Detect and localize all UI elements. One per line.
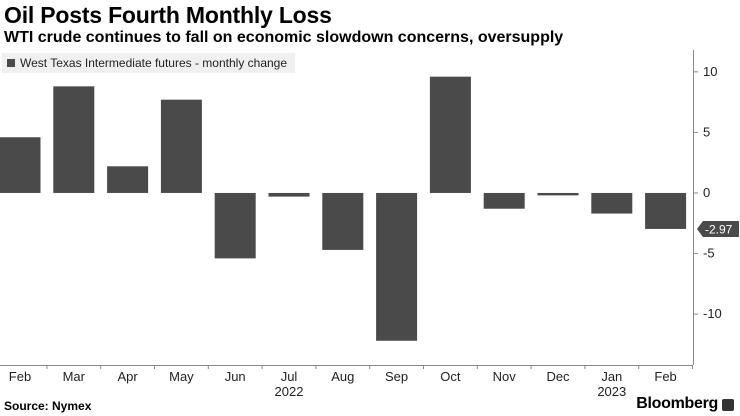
bar-7 — [376, 192, 418, 341]
last-value-label: -2.97 — [705, 222, 733, 236]
chart-subtitle: WTI crude continues to fall on economic … — [4, 29, 564, 46]
bloomberg-logo-icon — [722, 399, 734, 411]
y-tick-label-0: 10 — [703, 64, 717, 79]
year-label-0: 2022 — [275, 384, 304, 399]
bar-4 — [214, 192, 256, 259]
y-tick-label-3: -5 — [703, 246, 715, 261]
y-tick-label-2: 0 — [703, 185, 710, 200]
x-tick-label-12: Feb — [654, 369, 676, 384]
bar-6 — [322, 192, 364, 250]
chart-title: Oil Posts Fourth Monthly Loss — [4, 2, 332, 28]
x-tick-label-4: Jun — [225, 369, 246, 384]
bar-0 — [0, 137, 41, 193]
x-tick-label-8: Oct — [440, 369, 461, 384]
legend-label: West Texas Intermediate futures - monthl… — [20, 56, 288, 70]
x-tick-label-3: May — [169, 369, 194, 384]
bar-10 — [537, 192, 579, 196]
bar-2 — [107, 166, 149, 193]
bar-1 — [53, 86, 95, 193]
source-note: Source: Nymex — [4, 399, 92, 413]
x-tick-label-6: Aug — [331, 369, 354, 384]
bar-9 — [483, 192, 525, 209]
x-tick-label-10: Dec — [546, 369, 570, 384]
x-tick-label-11: Jan — [601, 369, 622, 384]
x-tick-label-5: Jul — [281, 369, 298, 384]
legend: West Texas Intermediate futures - monthl… — [2, 53, 296, 73]
y-tick-label-1: 5 — [703, 124, 710, 139]
bar-5 — [268, 192, 310, 197]
x-tick-label-2: Apr — [117, 369, 138, 384]
bar-8 — [429, 76, 471, 193]
x-tick-label-9: Nov — [493, 369, 517, 384]
x-tick-label-7: Sep — [385, 369, 408, 384]
year-label-1: 2023 — [597, 384, 626, 399]
x-tick-label-1: Mar — [63, 369, 86, 384]
brand-name: Bloomberg — [636, 395, 718, 412]
bar-12 — [645, 192, 687, 229]
x-tick-label-0: Feb — [9, 369, 31, 384]
bar-3 — [160, 99, 202, 193]
y-tick-label-4: -10 — [703, 306, 722, 321]
bar-11 — [591, 192, 633, 214]
legend-swatch — [7, 59, 15, 67]
last-value-tag — [697, 220, 739, 237]
